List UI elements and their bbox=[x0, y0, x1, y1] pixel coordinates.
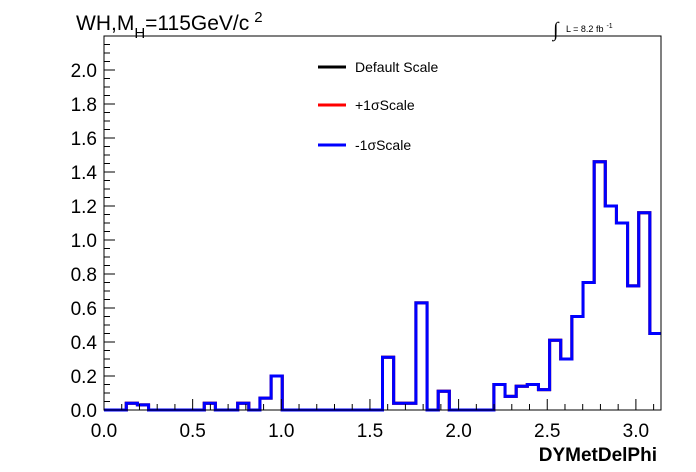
x-axis-label: DYMetDelPhi bbox=[539, 445, 657, 466]
y-tick-label: 2.0 bbox=[71, 61, 97, 82]
x-tick-label: 3.0 bbox=[623, 421, 649, 442]
x-axis: 0.0 0.5 1.0 1.5 2.0 2.5 3.0 bbox=[91, 399, 655, 442]
series-layer bbox=[104, 160, 661, 412]
y-tick-label: 1.8 bbox=[71, 95, 97, 116]
y-tick-label: 1.4 bbox=[71, 163, 98, 184]
x-tick-label: 1.0 bbox=[268, 421, 294, 442]
lumi-integral-sign: ∫ bbox=[551, 19, 560, 42]
title-main: WH,M bbox=[76, 12, 134, 35]
x-tick-label: 2.5 bbox=[534, 421, 560, 442]
lumi-text: L = 8.2 fb bbox=[566, 24, 603, 34]
chart-title: WH,MH=115GeV/c 2 bbox=[76, 9, 263, 42]
legend: Default Scale +1σScale -1σScale bbox=[318, 59, 438, 153]
x-tick-label: 0.0 bbox=[91, 421, 117, 442]
title-superscript: 2 bbox=[254, 9, 262, 26]
title-subscript: H bbox=[134, 25, 145, 42]
x-tick-label: 1.5 bbox=[357, 421, 383, 442]
y-tick-label: 1.0 bbox=[71, 231, 97, 252]
series-line-2 bbox=[104, 160, 661, 412]
y-axis: 0.0 0.2 0.4 0.6 0.8 1.0 1.2 1.4 1.6 1.8 2.0 bbox=[71, 44, 115, 422]
legend-label-minus-1sigma: -1σScale bbox=[355, 137, 411, 153]
y-tick-label: 0.0 bbox=[71, 401, 97, 422]
lumi-label: L = 8.2 fb -1 bbox=[566, 23, 613, 34]
y-tick-label: 0.8 bbox=[71, 265, 97, 286]
title-value: =115GeV/c bbox=[145, 12, 249, 35]
y-tick-label: 1.6 bbox=[71, 129, 97, 150]
y-tick-label: 1.2 bbox=[71, 197, 97, 218]
y-tick-label: 0.2 bbox=[71, 367, 97, 388]
y-tick-label: 0.6 bbox=[71, 299, 97, 320]
lumi-superscript: -1 bbox=[606, 23, 612, 30]
x-tick-label: 2.0 bbox=[445, 421, 471, 442]
x-tick-label: 0.5 bbox=[179, 421, 205, 442]
legend-label-plus-1sigma: +1σScale bbox=[355, 97, 415, 113]
y-tick-label: 0.4 bbox=[71, 333, 98, 354]
legend-label-default-scale: Default Scale bbox=[355, 59, 438, 75]
